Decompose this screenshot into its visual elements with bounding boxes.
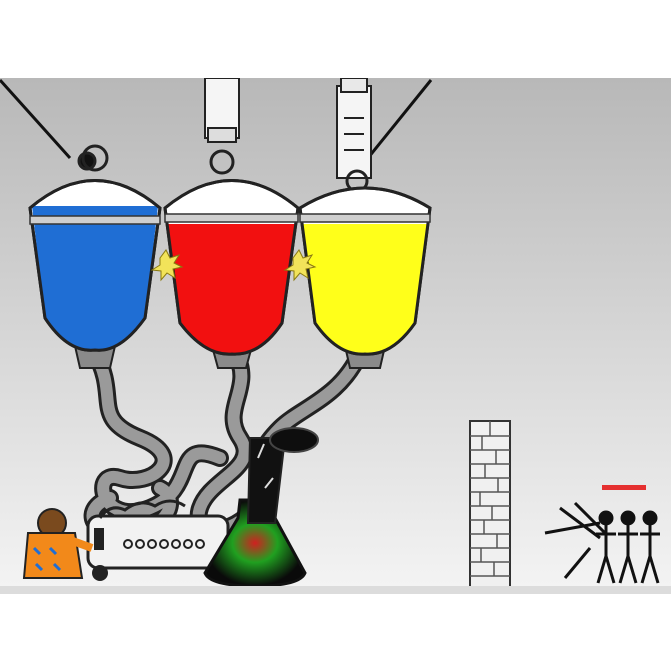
enemy-skeleton-1 xyxy=(596,510,616,584)
game-scene[interactable] xyxy=(0,78,671,594)
enemy-skeleton-3 xyxy=(640,510,660,584)
red-tank[interactable] xyxy=(163,179,300,356)
spark-icons xyxy=(150,249,317,282)
enemy-group[interactable] xyxy=(544,501,660,584)
reaction-flask[interactable] xyxy=(203,427,319,588)
ground xyxy=(0,586,671,594)
feed-pipes xyxy=(204,78,372,179)
player-character[interactable] xyxy=(22,508,94,579)
brick-tower[interactable] xyxy=(469,420,511,592)
ropes xyxy=(0,78,433,160)
blue-tank[interactable] xyxy=(28,179,162,352)
yellow-tank[interactable] xyxy=(298,186,432,356)
machine-dials xyxy=(123,539,205,549)
enemy-skeleton-2 xyxy=(618,510,638,584)
enemy-health-bar xyxy=(602,485,646,490)
page-top-margin xyxy=(0,0,671,20)
